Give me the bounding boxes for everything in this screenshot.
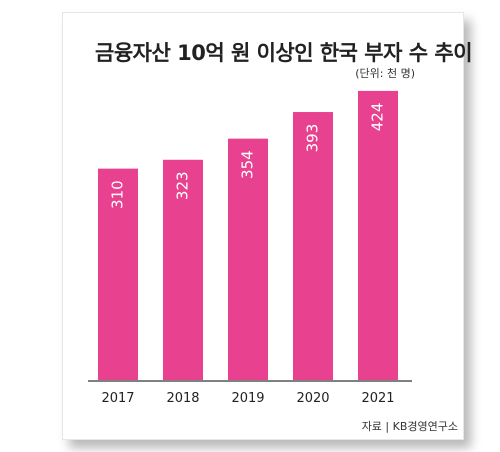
- x-tick-2019: 2019: [231, 391, 264, 406]
- data-label-2017: 310: [109, 180, 127, 209]
- x-tick-2021: 2021: [361, 391, 394, 406]
- data-label-2018: 323: [174, 171, 192, 200]
- x-tick-2020: 2020: [296, 391, 329, 406]
- data-label-2021: 424: [369, 103, 387, 132]
- x-tick-2017: 2017: [101, 391, 134, 406]
- bar-2017: [98, 168, 138, 380]
- chart-title: 금융자산 10억 원 이상인 한국 부자 수 추이: [95, 41, 473, 65]
- source-note: 자료 | KB경영연구소: [361, 420, 458, 433]
- data-label-2020: 393: [304, 124, 322, 153]
- data-label-2019: 354: [239, 150, 257, 179]
- bar-2018: [163, 159, 203, 380]
- x-tick-2018: 2018: [166, 391, 199, 406]
- bar-2020: [293, 112, 333, 380]
- bar-2021: [358, 90, 398, 380]
- unit-label: (단위: 천 명): [355, 67, 415, 80]
- bar-2019: [228, 138, 268, 380]
